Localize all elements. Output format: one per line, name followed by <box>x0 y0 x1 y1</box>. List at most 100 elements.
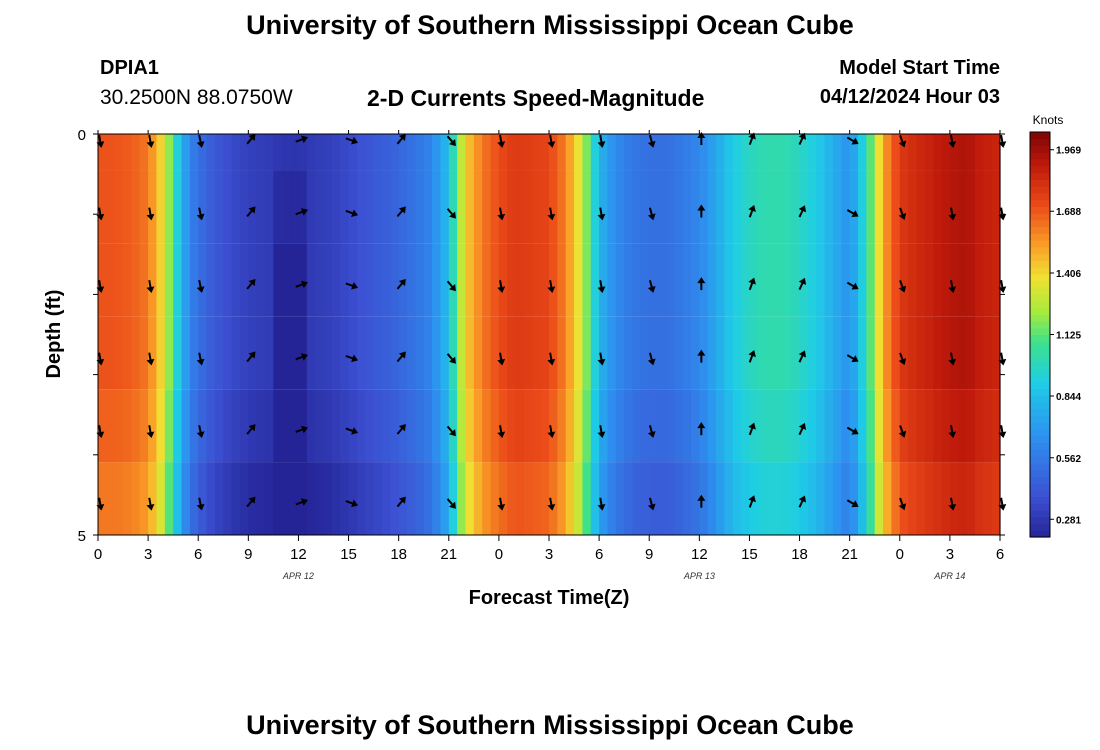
heatmap-cell <box>114 134 124 171</box>
heatmap-cell <box>791 170 801 244</box>
current-arrow <box>446 353 456 364</box>
heatmap-cell <box>933 243 943 317</box>
heatmap-cell <box>415 462 425 535</box>
heatmap-cell <box>958 170 968 244</box>
heatmap-cell <box>615 389 625 463</box>
heatmap-cell <box>407 243 416 317</box>
colorbar-tick-label: 1.969 <box>1056 146 1081 157</box>
heatmap-cell <box>523 389 533 463</box>
heatmap-cell <box>640 462 650 535</box>
heatmap-cell <box>590 462 600 535</box>
current-arrow <box>597 352 606 366</box>
heatmap-cell <box>607 243 617 317</box>
heatmap-cell <box>331 389 341 463</box>
heatmap-cell <box>273 170 283 244</box>
heatmap-cell <box>490 316 500 390</box>
heatmap-cell <box>891 462 901 535</box>
heatmap-cell <box>933 389 943 463</box>
heatmap-cell <box>699 170 709 244</box>
heatmap-cell <box>315 134 325 171</box>
heatmap-cell <box>465 316 475 390</box>
colorbar-segment <box>1030 260 1050 268</box>
heatmap-cell <box>949 170 959 244</box>
model-start-value: 04/12/2024 Hour 03 <box>819 86 1000 108</box>
current-arrow <box>396 424 406 435</box>
heatmap-cell <box>540 243 550 317</box>
current-arrow <box>497 207 506 221</box>
heatmap-cell <box>933 170 943 244</box>
heatmap-cell <box>356 316 366 390</box>
heatmap-cell <box>365 243 375 317</box>
heatmap-cell <box>156 462 166 535</box>
heatmap-cell <box>682 389 692 463</box>
heatmap-cell <box>607 389 617 463</box>
current-arrow <box>295 353 308 361</box>
current-arrow <box>396 351 406 363</box>
heatmap-cell <box>874 462 884 535</box>
heatmap-cell <box>206 462 216 535</box>
heatmap-cell <box>574 462 584 535</box>
colorbar-segment <box>1030 375 1050 383</box>
heatmap-cell <box>515 170 525 244</box>
heatmap-cell <box>206 389 216 463</box>
heatmap-cell <box>440 170 450 244</box>
heatmap-cell <box>649 170 659 244</box>
heatmap-cell <box>665 389 675 463</box>
heatmap-cell <box>148 316 158 390</box>
current-arrow <box>196 425 205 439</box>
heatmap-cell <box>473 134 483 171</box>
colorbar-segment <box>1030 415 1050 423</box>
heatmap-cell <box>891 389 901 463</box>
heatmap-cell <box>490 170 500 244</box>
colorbar-segment <box>1030 462 1050 471</box>
heatmap-cell <box>532 316 542 390</box>
x-tick-label: 3 <box>545 546 553 563</box>
heatmap-cell <box>331 243 341 317</box>
current-arrow <box>246 424 256 435</box>
current-arrow <box>396 206 406 218</box>
current-arrow <box>647 352 656 366</box>
heatmap-cell <box>582 462 592 535</box>
current-arrow <box>798 350 807 363</box>
heatmap-cell <box>599 243 609 317</box>
heatmap-cell <box>131 316 141 390</box>
heatmap-cell <box>674 316 684 390</box>
heatmap-cell <box>816 316 826 390</box>
chart-title: University of Southern Mississippi Ocean… <box>246 10 854 40</box>
heatmap-cell <box>423 170 433 244</box>
heatmap-cell <box>665 134 675 171</box>
heatmap-cell <box>849 170 859 244</box>
heatmap-cell <box>164 243 174 317</box>
y-tick-label: 0 <box>78 127 86 144</box>
heatmap-cell <box>832 462 842 535</box>
heatmap-cell <box>223 462 233 535</box>
heatmap-cell <box>323 316 333 390</box>
x-tick-label: 15 <box>741 546 758 563</box>
heatmap-cell <box>899 316 909 390</box>
heatmap-cell <box>974 316 984 390</box>
heatmap-cell <box>432 170 442 244</box>
current-arrow <box>547 207 556 221</box>
heatmap-cell <box>164 389 174 463</box>
heatmap-cell <box>665 243 675 317</box>
heatmap-cell <box>916 389 926 463</box>
current-arrow <box>345 209 359 217</box>
heatmap-cell <box>741 316 751 390</box>
heatmap-cell <box>298 243 308 317</box>
heatmap-cell <box>223 134 233 171</box>
heatmap-cell <box>724 462 734 535</box>
heatmap-cell <box>632 316 642 390</box>
x-tick-label: 18 <box>390 546 407 563</box>
heatmap-cell <box>816 389 826 463</box>
heatmap-cell <box>181 389 191 463</box>
heatmap-cell <box>983 316 993 390</box>
heatmap-cell <box>590 316 600 390</box>
heatmap-cell <box>206 316 216 390</box>
heatmap-cell <box>924 462 934 535</box>
heatmap-cell <box>315 316 325 390</box>
heatmap-cell <box>732 462 742 535</box>
heatmap-cell <box>315 243 325 317</box>
heatmap-cell <box>432 389 442 463</box>
heatmap-cell <box>816 243 826 317</box>
